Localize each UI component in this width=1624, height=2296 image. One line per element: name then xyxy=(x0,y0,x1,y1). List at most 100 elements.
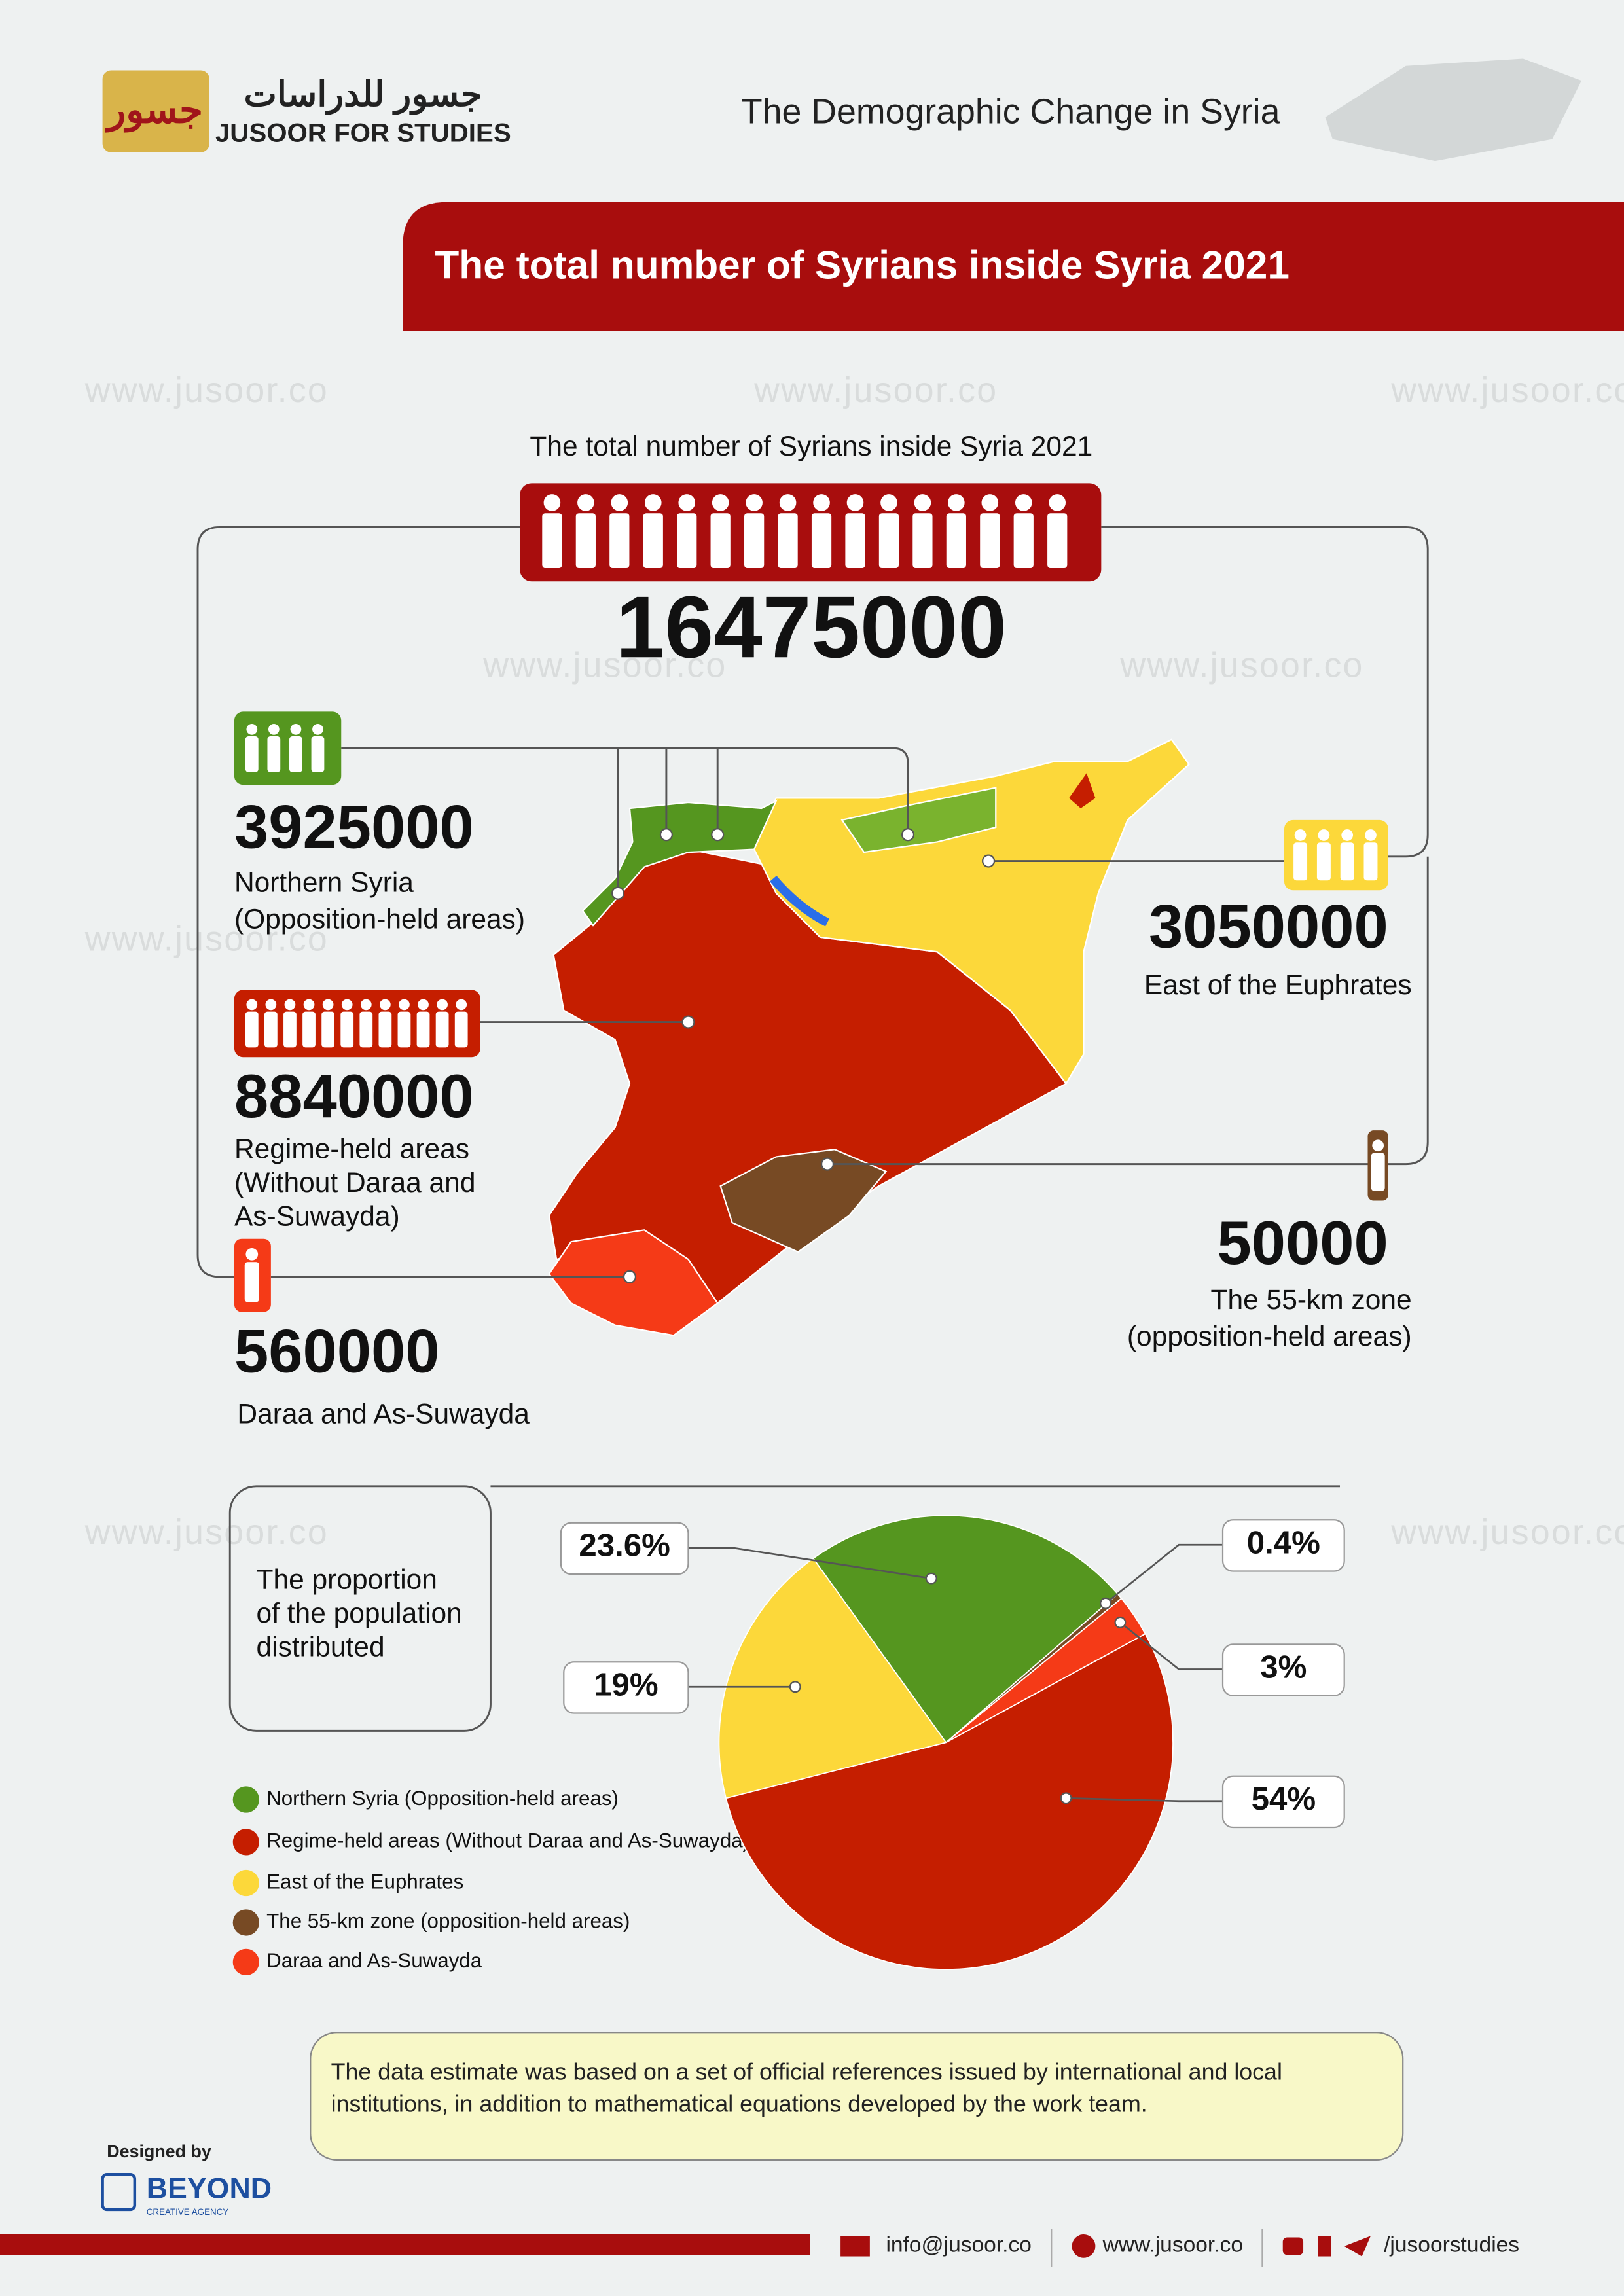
person-icon xyxy=(981,494,999,511)
person-icon xyxy=(644,494,662,511)
person-icon xyxy=(340,1011,354,1048)
watermark: www.jusoor.co xyxy=(84,920,329,959)
person-icon xyxy=(437,999,448,1011)
person-icon xyxy=(1015,494,1032,511)
person-icon xyxy=(643,513,663,568)
person-icon xyxy=(914,494,931,511)
person-icon xyxy=(912,513,933,568)
region-label: The 55-km zone xyxy=(1211,1285,1412,1316)
legend-label: Daraa and As-Suwayda xyxy=(266,1949,482,1972)
pie-title: of the population xyxy=(257,1598,462,1629)
person-icon xyxy=(246,999,258,1011)
pie-slice xyxy=(725,1633,1174,1970)
value-label: 23.6% xyxy=(579,1528,670,1564)
person-icon xyxy=(1365,829,1377,841)
callout-box xyxy=(560,1522,689,1575)
designer-tagline: CREATIVE AGENCY xyxy=(147,2207,229,2217)
legend-label: Regime-held areas (Without Daraa and As-… xyxy=(266,1829,749,1852)
person-icon xyxy=(677,513,697,568)
person-icon xyxy=(1316,842,1331,881)
region-label: Daraa and As-Suwayda xyxy=(237,1399,530,1430)
person-icon xyxy=(311,736,325,772)
legend-swatch xyxy=(232,1948,259,1975)
person-icon xyxy=(360,999,372,1011)
person-icon xyxy=(1363,842,1378,881)
watermark: www.jusoor.co xyxy=(1390,370,1624,410)
pie-title: distributed xyxy=(257,1632,385,1662)
person-icon xyxy=(246,723,258,735)
person-icon xyxy=(678,494,696,511)
callout-line xyxy=(1066,1797,1223,1803)
person-icon xyxy=(880,494,897,511)
value-label: 0.4% xyxy=(1247,1524,1320,1560)
callout-dot xyxy=(789,1681,801,1693)
person-icon xyxy=(980,513,1000,568)
person-icon xyxy=(302,1011,316,1048)
person-icon xyxy=(712,494,729,511)
region-label: East of the Euphrates xyxy=(1144,970,1412,1001)
person-icon xyxy=(1047,513,1068,568)
person-icon xyxy=(542,513,562,568)
person-icon xyxy=(811,513,832,568)
icon-box xyxy=(1284,819,1388,891)
person-icon xyxy=(380,999,391,1011)
legend-swatch xyxy=(232,1869,259,1897)
logo-box xyxy=(102,70,209,152)
leader xyxy=(270,860,1368,1278)
person-icon xyxy=(577,494,594,511)
callout-line xyxy=(1105,1543,1223,1604)
website: www.jusoor.co xyxy=(1102,2233,1243,2257)
banner xyxy=(403,202,1624,331)
bracket-right xyxy=(1101,526,1429,1166)
person-icon xyxy=(284,999,296,1011)
person-icon xyxy=(283,1011,297,1048)
person-icon xyxy=(244,1262,259,1302)
person-icon xyxy=(611,494,628,511)
person-icon xyxy=(322,999,334,1011)
person-icon xyxy=(575,513,596,568)
map-regime xyxy=(548,848,1068,1304)
region-label: As-Suwayda) xyxy=(234,1202,400,1232)
map-dots xyxy=(611,828,996,1283)
person-icon xyxy=(948,494,965,511)
region-value: 3925000 xyxy=(234,793,474,861)
person-icon xyxy=(878,513,899,568)
series-title: The Demographic Change in Syria xyxy=(741,92,1280,132)
map-55km xyxy=(719,1149,888,1253)
person-icon xyxy=(609,513,630,568)
callout-box xyxy=(1221,1519,1345,1572)
social-icon xyxy=(1318,2236,1331,2257)
value-label: 54% xyxy=(1252,1781,1316,1817)
person-icon xyxy=(1340,842,1354,881)
logo-english: JUSOOR FOR STUDIES xyxy=(215,118,511,148)
region-label: Northern Syria xyxy=(234,868,414,899)
person-icon xyxy=(1013,513,1034,568)
person-icon xyxy=(245,1247,259,1261)
person-icon xyxy=(1341,829,1354,841)
email: info@jusoor.co xyxy=(886,2233,1031,2257)
person-icon xyxy=(359,1011,373,1048)
watermark: www.jusoor.co xyxy=(84,1513,329,1552)
person-icon xyxy=(454,1011,468,1048)
person-icon xyxy=(321,1011,335,1048)
legend-label: The 55-km zone (opposition-held areas) xyxy=(266,1910,630,1933)
map xyxy=(548,738,1191,1336)
person-icon xyxy=(397,1011,411,1048)
note-text: institutions, in addition to mathematica… xyxy=(331,2091,1147,2117)
person-icon xyxy=(946,513,966,568)
logo-mark: جسور xyxy=(105,89,203,134)
social-icon xyxy=(1344,2236,1371,2257)
person-icon xyxy=(710,513,731,568)
person-icon xyxy=(813,494,830,511)
legend-swatch xyxy=(232,1909,259,1936)
person-icon xyxy=(1318,829,1330,841)
region-label: (Opposition-held areas) xyxy=(234,904,525,935)
person-icon xyxy=(456,999,467,1011)
total-value: 16475000 xyxy=(616,578,1007,676)
social-icon xyxy=(1282,2237,1304,2255)
person-icon xyxy=(543,494,561,511)
region-label: (Without Daraa and xyxy=(234,1168,476,1198)
callout-dot xyxy=(925,1572,937,1585)
person-icon xyxy=(845,513,865,568)
region-label: Regime-held areas xyxy=(234,1134,469,1165)
